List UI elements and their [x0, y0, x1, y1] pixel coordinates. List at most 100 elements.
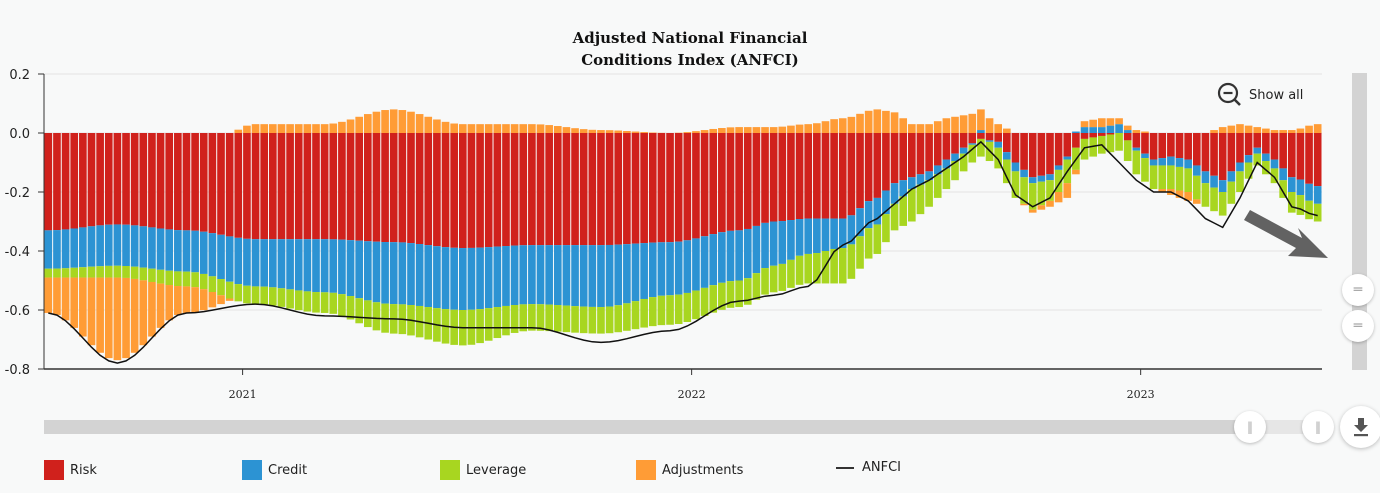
bar-leverage[interactable] [709, 285, 718, 313]
bar-risk[interactable] [925, 133, 933, 172]
bar-credit[interactable] [1097, 127, 1106, 133]
bar-credit[interactable] [234, 237, 243, 285]
bar-risk[interactable] [787, 133, 795, 221]
bar-adjustments[interactable] [433, 119, 441, 133]
bar-leverage[interactable] [338, 294, 346, 317]
bar-leverage[interactable] [1046, 180, 1054, 201]
bar-leverage[interactable] [1149, 165, 1158, 190]
bar-leverage[interactable] [726, 281, 735, 308]
bar-risk[interactable] [1227, 133, 1236, 172]
bar-credit[interactable] [985, 140, 994, 142]
bar-credit[interactable] [1313, 186, 1322, 204]
bar-risk[interactable] [933, 133, 942, 166]
bar-leverage[interactable] [864, 228, 873, 259]
bar-risk[interactable] [251, 133, 260, 240]
legend-item-risk[interactable]: Risk [44, 460, 97, 480]
bar-risk[interactable] [303, 133, 312, 240]
bar-credit[interactable] [122, 224, 130, 267]
bar-adjustments[interactable] [130, 278, 139, 353]
bar-risk[interactable] [1253, 133, 1262, 148]
bar-leverage[interactable] [951, 161, 959, 181]
bar-adjustments[interactable] [389, 109, 398, 133]
bar-risk[interactable] [666, 133, 674, 243]
bar-credit[interactable] [795, 219, 804, 256]
bar-leverage[interactable] [1080, 138, 1089, 160]
bar-risk[interactable] [217, 133, 225, 235]
bar-adjustments[interactable] [821, 121, 830, 133]
bar-adjustments[interactable] [890, 112, 899, 133]
bar-leverage[interactable] [795, 255, 804, 285]
bar-risk[interactable] [96, 133, 104, 226]
bar-leverage[interactable] [683, 292, 692, 322]
bar-credit[interactable] [718, 232, 726, 283]
bar-adjustments[interactable] [243, 125, 251, 133]
bar-credit[interactable] [320, 239, 329, 293]
bar-risk[interactable] [571, 133, 579, 246]
bar-adjustments[interactable] [813, 123, 821, 133]
bar-credit[interactable] [277, 239, 286, 289]
bar-credit[interactable] [674, 241, 683, 295]
bar-adjustments[interactable] [79, 277, 87, 337]
bar-credit[interactable] [1149, 159, 1158, 166]
bar-credit[interactable] [1270, 159, 1279, 169]
horizontal-scroll-handle-left[interactable]: ‖ [1234, 411, 1266, 443]
bar-risk[interactable] [631, 133, 640, 244]
bar-credit[interactable] [329, 239, 338, 293]
bar-credit[interactable] [597, 245, 605, 308]
bar-risk[interactable] [778, 133, 787, 222]
bar-risk[interactable] [657, 133, 666, 243]
bar-adjustments[interactable] [217, 295, 225, 305]
bar-adjustments[interactable] [372, 111, 381, 133]
bar-leverage[interactable] [666, 295, 674, 325]
bar-leverage[interactable] [813, 253, 821, 284]
bar-risk[interactable] [113, 133, 122, 225]
bar-risk[interactable] [277, 133, 286, 240]
bar-credit[interactable] [536, 245, 545, 305]
bar-credit[interactable] [372, 241, 381, 303]
bar-credit[interactable] [458, 248, 467, 310]
bar-risk[interactable] [700, 133, 709, 237]
bar-leverage[interactable] [1244, 162, 1253, 179]
bar-adjustments[interactable] [899, 118, 908, 133]
bar-risk[interactable] [389, 133, 398, 243]
bar-risk[interactable] [847, 133, 856, 216]
bar-risk[interactable] [1037, 133, 1046, 176]
bar-credit[interactable] [545, 245, 553, 305]
bar-adjustments[interactable] [208, 292, 217, 308]
bar-credit[interactable] [1106, 125, 1115, 133]
bar-risk[interactable] [1123, 133, 1132, 141]
bar-leverage[interactable] [571, 306, 579, 333]
bar-risk[interactable] [1296, 133, 1305, 180]
bar-risk[interactable] [1218, 133, 1227, 181]
bar-adjustments[interactable] [1305, 125, 1313, 133]
bar-credit[interactable] [225, 236, 234, 282]
bar-adjustments[interactable] [441, 121, 450, 133]
bar-risk[interactable] [752, 133, 761, 226]
bar-risk[interactable] [312, 133, 320, 240]
bar-leverage[interactable] [1210, 187, 1218, 212]
bar-risk[interactable] [44, 133, 53, 231]
bar-credit[interactable] [79, 227, 87, 268]
bar-leverage[interactable] [631, 301, 640, 330]
bar-credit[interactable] [53, 230, 61, 269]
bar-adjustments[interactable] [761, 127, 769, 133]
bar-credit[interactable] [1279, 168, 1287, 181]
bar-risk[interactable] [61, 133, 70, 230]
bar-adjustments[interactable] [1210, 130, 1218, 133]
bar-risk[interactable] [873, 133, 882, 198]
bar-adjustments[interactable] [545, 125, 553, 133]
bar-risk[interactable] [510, 133, 519, 246]
bar-credit[interactable] [1123, 130, 1132, 133]
bar-credit[interactable] [493, 246, 502, 308]
bar-leverage[interactable] [528, 304, 536, 331]
bar-adjustments[interactable] [113, 277, 122, 361]
bar-adjustments[interactable] [718, 128, 726, 133]
bar-adjustments[interactable] [510, 124, 519, 133]
bar-credit[interactable] [1020, 169, 1028, 178]
bar-adjustments[interactable] [605, 130, 614, 133]
bar-risk[interactable] [458, 133, 467, 249]
bar-credit[interactable] [623, 244, 631, 304]
bar-risk[interactable] [372, 133, 381, 242]
bar-adjustments[interactable] [726, 127, 735, 133]
bar-risk[interactable] [726, 133, 735, 231]
